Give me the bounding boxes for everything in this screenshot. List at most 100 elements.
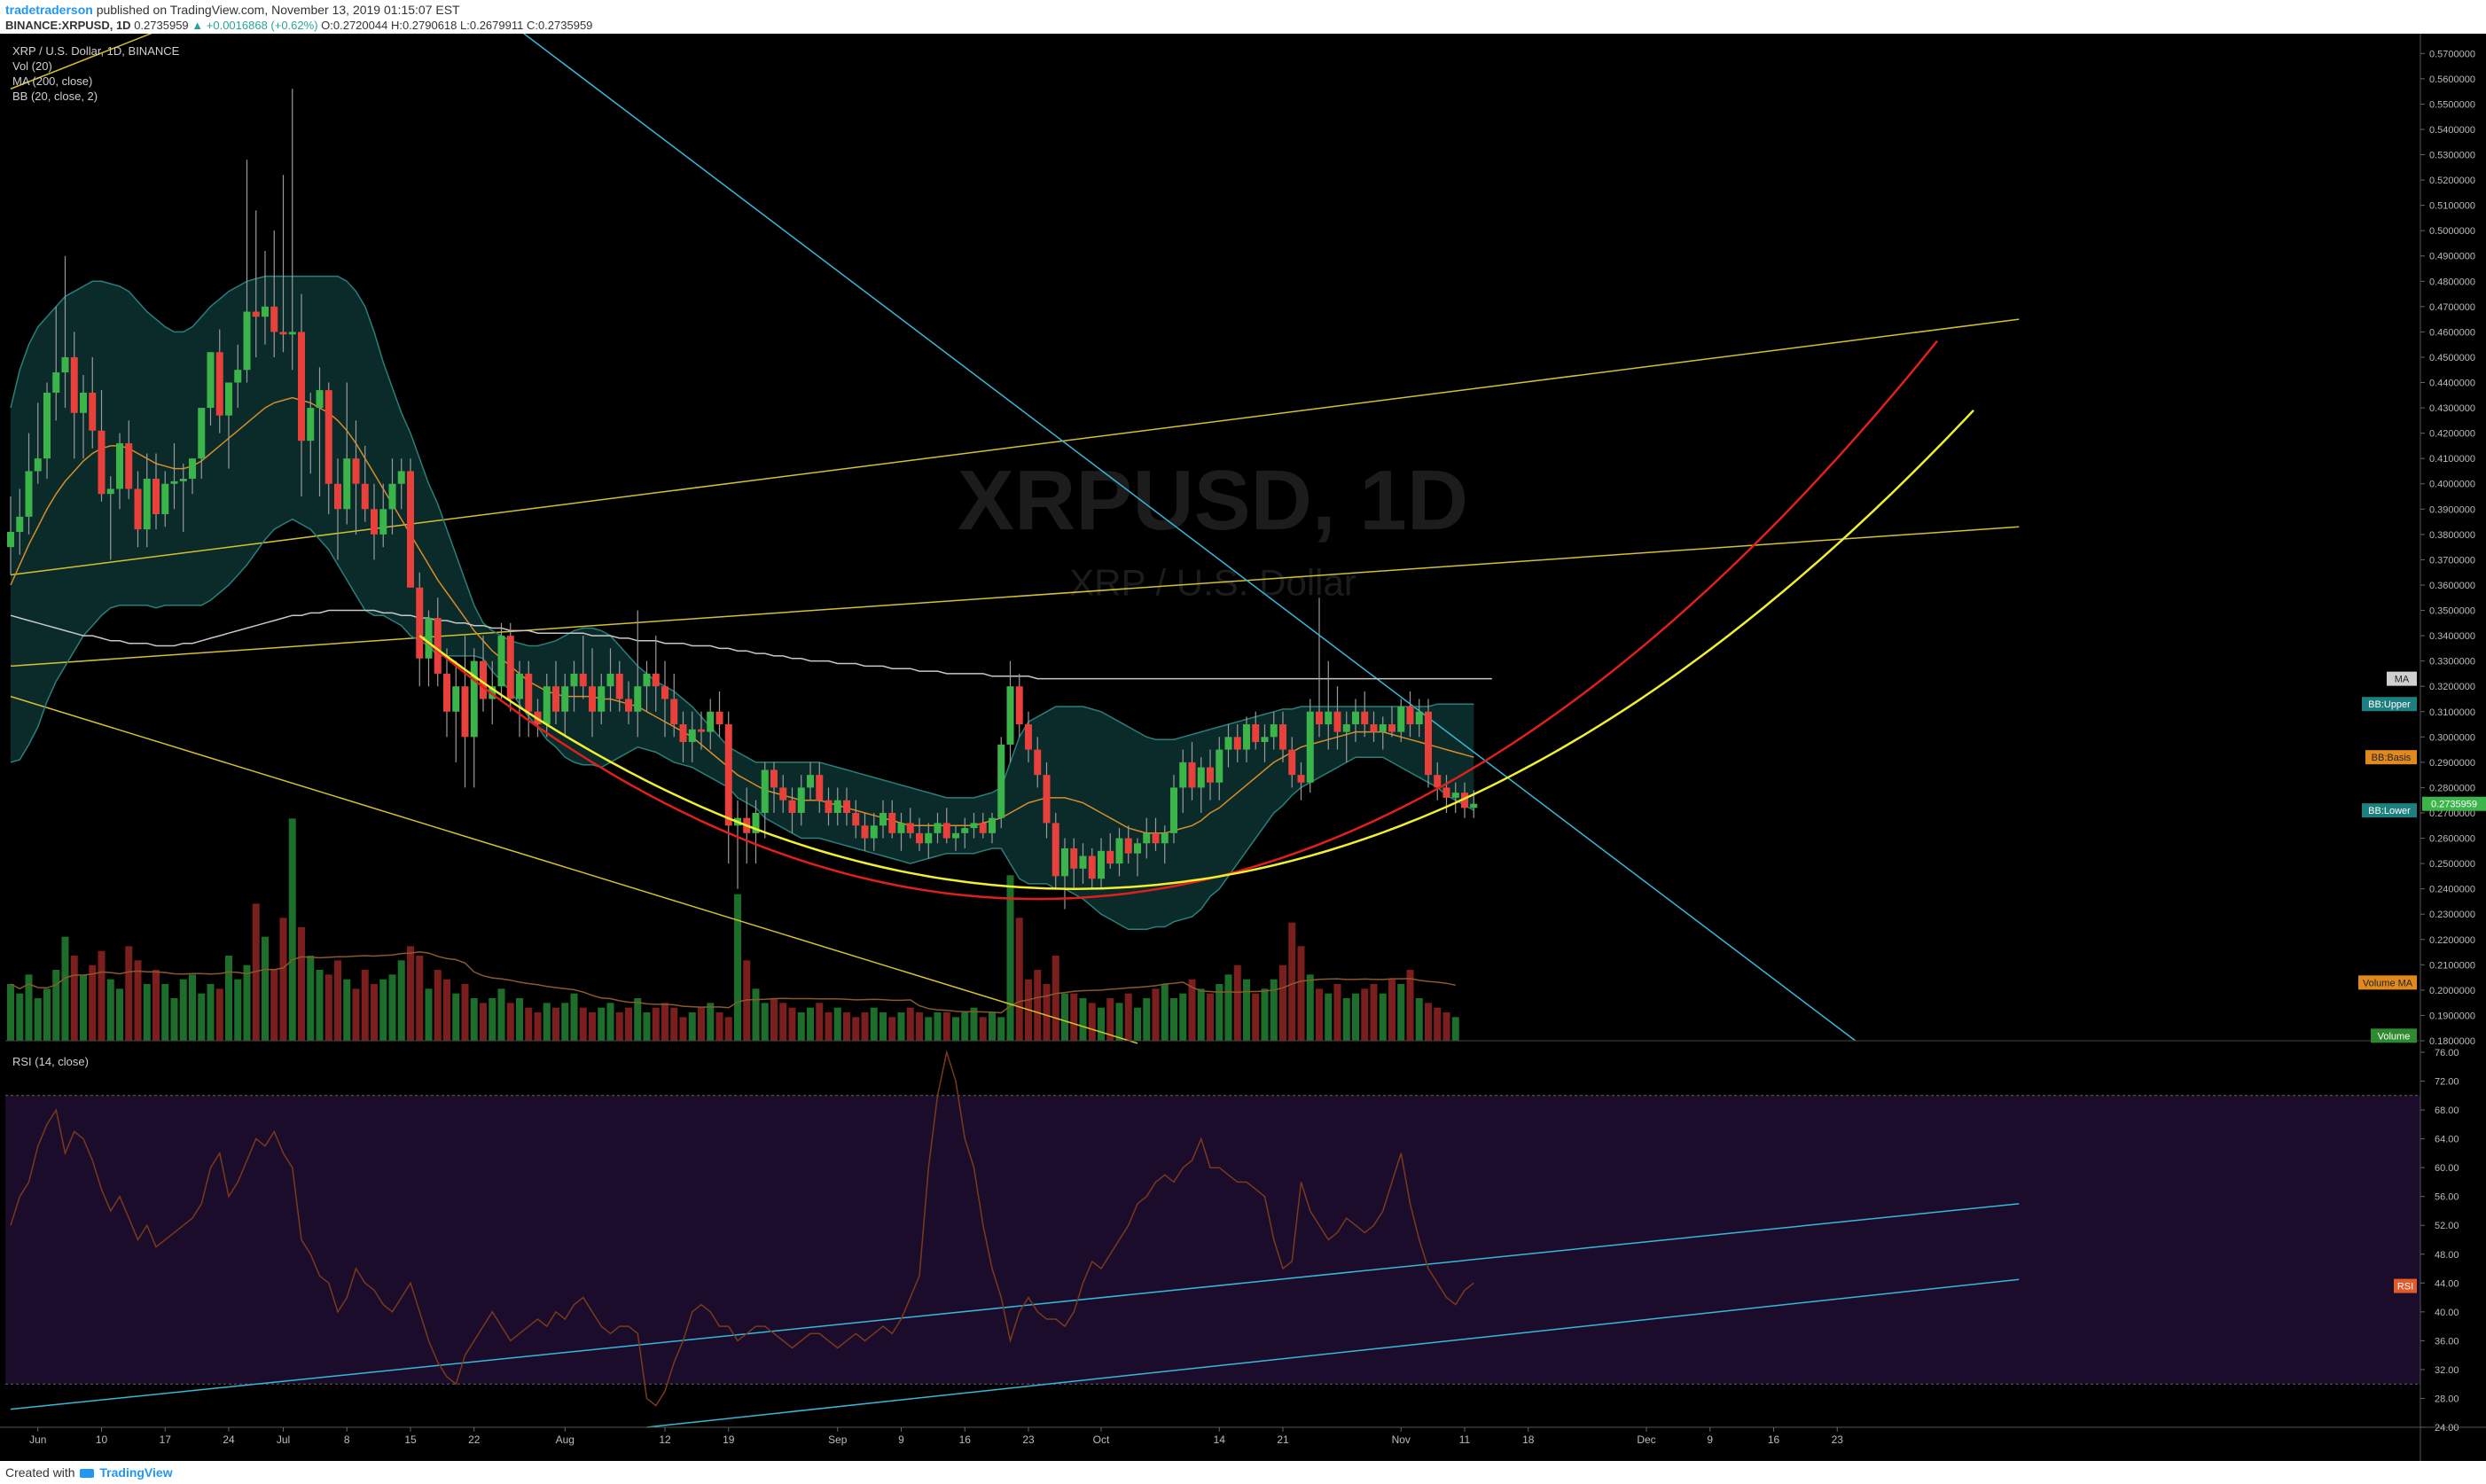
price-tick-label: 0.1900000	[2429, 1011, 2475, 1021]
trend-line	[522, 34, 1857, 1042]
candle-body	[70, 356, 78, 413]
rsi-tick-label: 76.00	[2435, 1048, 2459, 1058]
price-tick-label: 0.3100000	[2429, 707, 2475, 718]
volume-bar	[1270, 979, 1278, 1041]
author-link[interactable]: tradetraderson	[5, 3, 93, 17]
volume-bar	[525, 1007, 533, 1041]
candle-body	[852, 812, 860, 826]
candle-body	[1061, 847, 1068, 877]
volume-bar	[1288, 922, 1296, 1041]
rsi-tick-label: 36.00	[2435, 1336, 2459, 1347]
rsi-tick-label: 68.00	[2435, 1105, 2459, 1116]
volume-bar	[225, 956, 232, 1041]
candle-body	[961, 828, 969, 833]
volume-bar	[1415, 998, 1423, 1041]
candle-body	[379, 509, 387, 535]
candle-body	[316, 390, 324, 409]
price-tick-label: 0.3400000	[2429, 631, 2475, 642]
candle-body	[916, 832, 923, 844]
volume-bar	[1442, 1012, 1450, 1041]
price-tick-label: 0.2600000	[2429, 834, 2475, 845]
candle-body	[843, 800, 850, 813]
price-tick-label: 0.3500000	[2429, 606, 2475, 617]
last-price: 0.2735959	[134, 19, 189, 32]
volume-bar	[371, 984, 378, 1041]
volume-bar	[243, 965, 251, 1041]
volume-bar	[452, 993, 460, 1041]
volume-badge-text: Volume	[2378, 1031, 2411, 1042]
rsi-band-background	[5, 1095, 2420, 1385]
time-tick-label: 19	[723, 1433, 735, 1446]
volume-bar	[979, 1017, 987, 1041]
volume-bar	[870, 1007, 878, 1041]
volume-bar	[1406, 970, 1414, 1041]
tradingview-brand[interactable]: TradingView	[99, 1465, 173, 1480]
trend-line	[10, 34, 152, 90]
candle-body	[434, 618, 442, 674]
price-tick-label: 0.4000000	[2429, 480, 2475, 490]
volume-bar	[1252, 993, 1260, 1041]
volume-bar	[316, 970, 324, 1041]
price-tick-label: 0.4800000	[2429, 277, 2475, 287]
volume-bar	[80, 974, 87, 1041]
candle-body	[1425, 711, 1432, 776]
candle-body	[543, 686, 551, 725]
volume-bar	[1261, 988, 1269, 1041]
volume-bar	[516, 998, 523, 1041]
candle-body	[416, 587, 424, 659]
volume-bar	[861, 1012, 869, 1041]
candle-body	[606, 673, 614, 687]
price-tick-label: 0.2700000	[2429, 808, 2475, 819]
volume-bar	[570, 993, 578, 1041]
price-change: ▲ +0.0016868 (+0.62%)	[192, 19, 318, 32]
candle-body	[897, 823, 905, 833]
volume-bar	[480, 1003, 487, 1041]
candle-body	[615, 673, 623, 699]
candle-body	[43, 392, 51, 459]
chart-header: tradetraderson published on TradingView.…	[0, 0, 2486, 34]
trend-lines[interactable]	[10, 34, 2020, 1428]
volume-bar	[7, 984, 14, 1041]
candle-body	[361, 483, 369, 510]
volume-bar	[343, 979, 351, 1041]
volume-bar	[1342, 998, 1350, 1041]
chart-canvas[interactable]: XRPUSD, 1D XRP / U.S. Dollar 0.57000000.…	[0, 34, 2486, 1461]
candle-body	[906, 823, 914, 833]
volume-bar	[252, 903, 260, 1041]
candle-body	[970, 823, 978, 829]
watermark: XRPUSD, 1D XRP / U.S. Dollar	[958, 453, 1468, 603]
volume-bar	[552, 1007, 559, 1041]
time-tick-label: 11	[1459, 1433, 1471, 1446]
ma-badge: MA	[2387, 671, 2417, 686]
candle-body	[89, 392, 97, 431]
bb-upper-badge: BB:Upper	[2362, 697, 2417, 712]
rsi-tick-label: 44.00	[2435, 1278, 2459, 1289]
volume-ma-badge: Volume MA	[2358, 975, 2417, 990]
candle-body	[1279, 724, 1286, 750]
rounded-bottom-curves[interactable]	[418, 340, 1974, 901]
volume-bar	[1188, 979, 1196, 1041]
volume-bar	[634, 998, 642, 1041]
volume-bar	[416, 956, 424, 1041]
candle-body	[770, 769, 778, 788]
trend-line	[10, 695, 1138, 1044]
volume-bar	[170, 998, 178, 1041]
publish-info: published on TradingView.com, November 1…	[96, 3, 460, 17]
candle-body	[724, 724, 732, 826]
volume-bar	[34, 998, 42, 1041]
volume-bar	[1216, 984, 1223, 1041]
price-tick-label: 0.3200000	[2429, 682, 2475, 692]
time-tick-label: Jul	[277, 1433, 290, 1446]
price-tick-label: 0.4200000	[2429, 429, 2475, 440]
volume-bar	[670, 1007, 678, 1041]
candle-body	[1325, 711, 1333, 725]
candle-body	[1470, 803, 1478, 808]
time-tick-label: 24	[223, 1433, 235, 1446]
ma200-line	[10, 609, 1492, 680]
volume-bar	[997, 1017, 1005, 1041]
candle-body	[1388, 724, 1395, 732]
volume-bar	[361, 970, 369, 1041]
volume-bar	[797, 1012, 805, 1041]
candle-body	[279, 332, 287, 335]
time-tick-label: 15	[404, 1433, 417, 1446]
